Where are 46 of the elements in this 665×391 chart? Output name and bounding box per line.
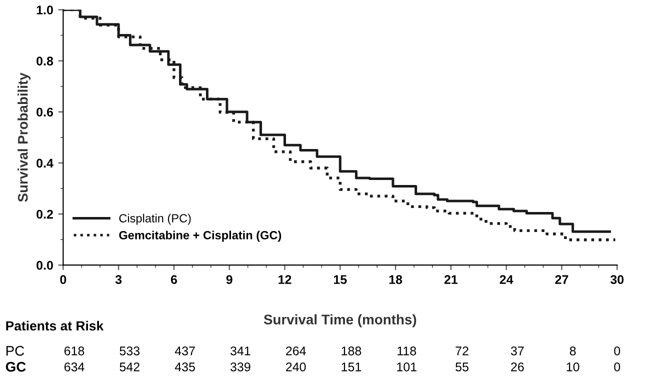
x-tick-label: 12 [278,275,292,284]
text: 341 [230,346,250,356]
legend-label: Cisplatin (PC) [119,214,191,225]
y-tick-label: 0.2 [36,210,53,219]
x-tick-label: 27 [555,275,568,284]
text: 339 [230,362,250,372]
text: 435 [174,362,195,372]
text: 0 [614,346,620,356]
y-axis-title: Survival Probability [18,72,31,202]
x-tick-label: 9 [226,275,232,284]
text: 264 [286,346,306,356]
text: 10 [566,362,580,372]
text: PC [6,346,24,356]
x-tick-label: 21 [444,275,458,284]
text: 437 [174,346,195,356]
x-tick-label: 6 [170,275,177,284]
text: 634 [64,362,84,372]
y-tick-label: 0.4 [36,158,54,168]
text: 55 [456,362,468,372]
text: 542 [120,362,140,372]
text: 533 [120,346,140,356]
text: 151 [342,362,362,372]
text: GC [6,362,26,372]
text: 72 [456,346,468,356]
y-tick-label: 0.0 [36,260,53,270]
text: Patients at Risk [6,320,104,331]
y-tick-label: 0.6 [36,108,54,117]
text: 118 [398,346,416,356]
x-tick-label: 0 [60,275,66,284]
text: 37 [510,346,524,356]
y-tick-label: 1.0 [36,6,53,14]
x-tick-label: 30 [610,275,624,284]
text: 26 [511,362,524,372]
text: 240 [286,362,306,372]
x-tick-label: 24 [500,275,514,284]
text: 101 [397,362,416,372]
text: 618 [64,346,84,356]
x-tick-label: 3 [115,275,122,284]
x-axis-title: Survival Time (months) [264,314,416,328]
y-tick-label: 0.8 [36,56,54,66]
x-tick-label: 18 [389,275,402,284]
x-tick-label: 15 [334,275,347,284]
text: 188 [342,346,362,356]
text: 8 [570,346,576,356]
text: 0 [614,362,620,372]
legend-label: Gemcitabine + Cisplatin (GC) [119,230,282,242]
